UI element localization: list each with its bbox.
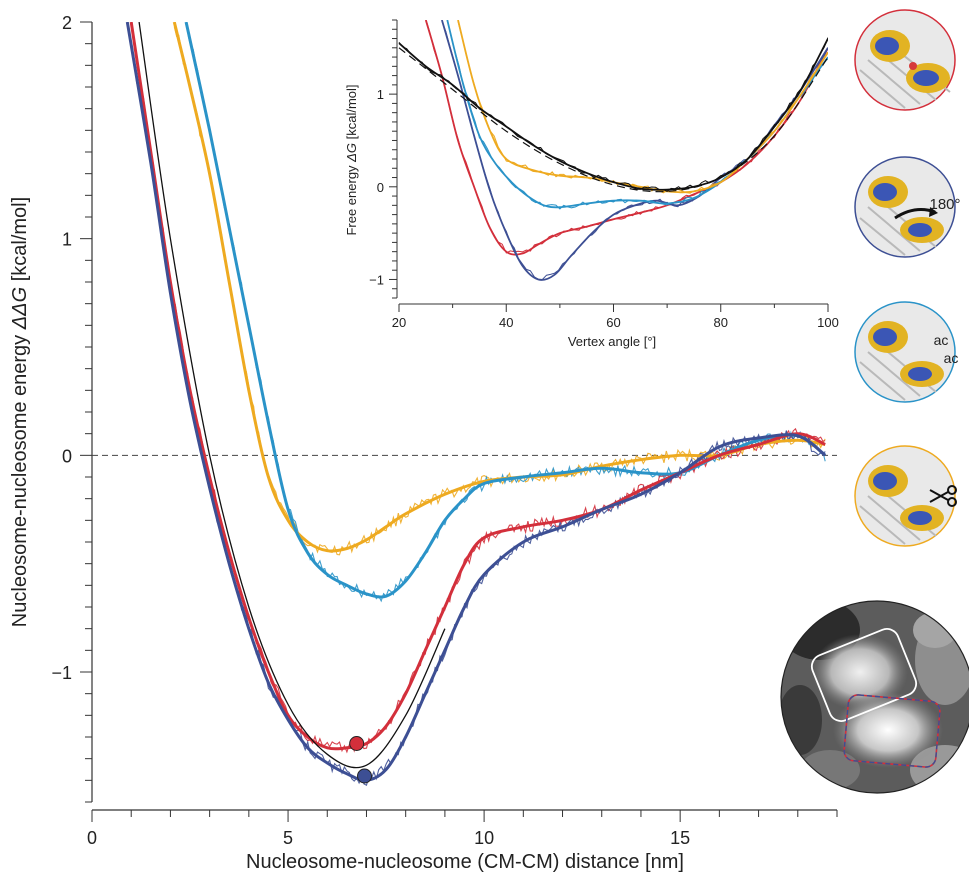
inset-x-tick-label: 20: [392, 315, 406, 330]
main-x-tick-label: 15: [670, 828, 690, 848]
inset-dashed-fit: [398, 47, 828, 193]
inset-x-tick-label: 40: [499, 315, 513, 330]
nucleosome-acetylated-render: ac ac: [854, 301, 959, 403]
inset-y-tick-label: 0: [377, 180, 384, 195]
main-x-axis-label: Nucleosome-nucleosome (CM-CM) distance […: [246, 851, 684, 873]
inset-series-gold-smooth: [457, 20, 828, 194]
rotation-label: 180°: [929, 196, 960, 213]
inset-series: [398, 20, 828, 281]
inset-x-tick-label: 60: [606, 315, 620, 330]
main-x-tick-label: 0: [87, 828, 97, 848]
minimum-marker-navy: [357, 768, 373, 784]
main-y-axis-label: Nucleosome-nucleosome energy ΔΔG [kcal/m…: [9, 197, 31, 627]
inset-y-tick-label: 1: [377, 87, 384, 102]
thumbnail-column: 180° ac ac: [854, 9, 961, 547]
inset-series-black-smooth: [398, 38, 828, 191]
main-markers: [349, 736, 373, 784]
nucleosome-rotated-render: 180°: [854, 156, 961, 258]
main-y-tick-label: 1: [62, 230, 72, 250]
inset-x-tick-label: 100: [817, 315, 839, 330]
acetyl-label-lower: ac: [944, 350, 959, 366]
inset-x-axis-label: Vertex angle [°]: [568, 334, 656, 349]
inset-y-tick-label: −1: [369, 272, 384, 287]
scissors-icon: [929, 485, 957, 507]
inset-chart: 20 40 60 80 100 −1 0 1 Vertex angle [°] Free en…: [340, 8, 840, 353]
inset-y-axis-label: Free energy ΔG [kcal/mol]: [344, 84, 359, 235]
inset-x-tick-label: 80: [714, 315, 728, 330]
main-y-tick-label: 2: [62, 13, 72, 33]
main-series-gold-smooth: [172, 22, 826, 553]
main-y-tick-label: −1: [51, 663, 72, 683]
nucleosome-pair-render: [854, 9, 956, 111]
nucleosome-tail-clipped-render: [854, 445, 957, 547]
main-x-tick-label: 10: [474, 828, 494, 848]
minimum-marker-red: [349, 736, 365, 751]
inset-series-red-smooth: [424, 20, 828, 256]
main-fit-curve: [138, 22, 446, 769]
main-y-tick-label: 0: [62, 446, 72, 466]
inset-ticks: 20 40 60 80 100 −1 0 1: [369, 19, 839, 330]
main-x-tick-label: 5: [283, 828, 293, 848]
main-series-red-smooth: [129, 22, 826, 751]
acetyl-label-upper: ac: [934, 332, 949, 348]
em-micrograph-image: [780, 600, 969, 794]
main-series-navy-smooth: [125, 22, 827, 782]
main-series: [125, 22, 827, 786]
